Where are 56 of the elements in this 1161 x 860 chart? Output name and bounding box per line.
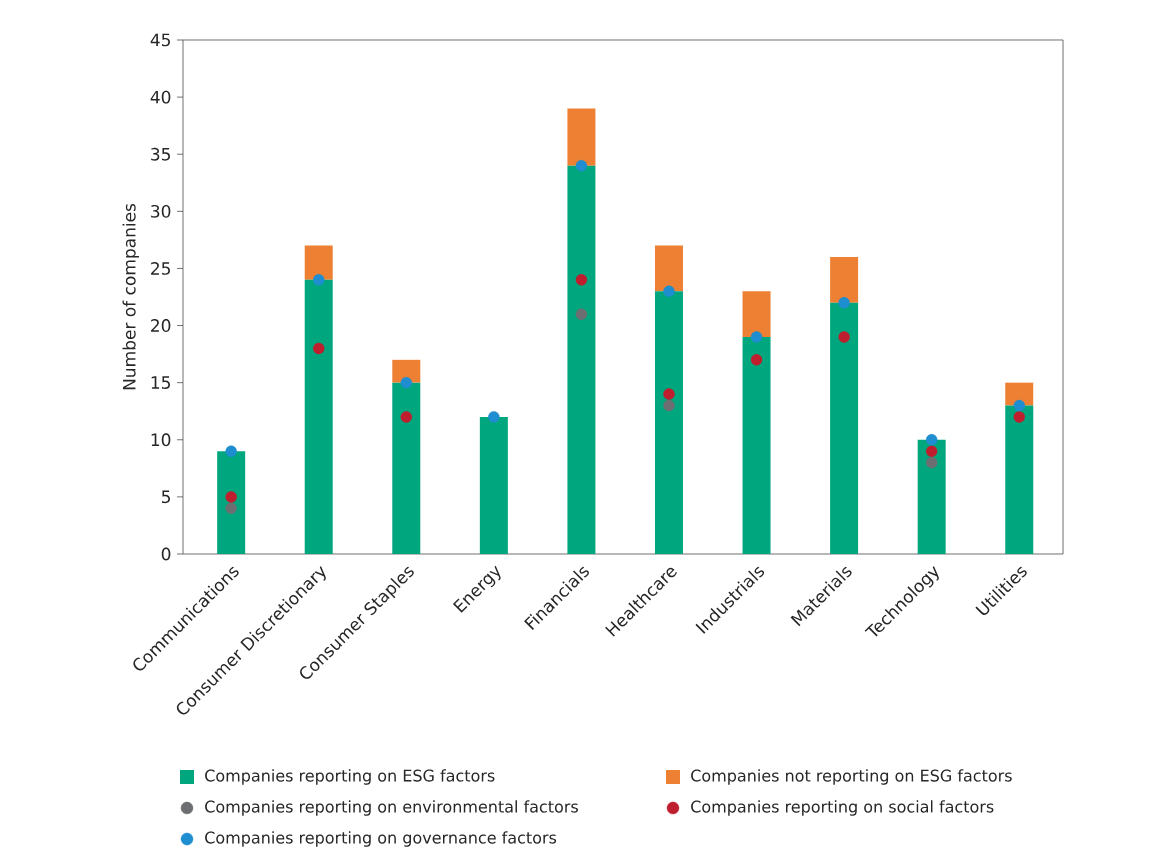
- point: [225, 445, 237, 457]
- y-tick-label: 45: [150, 33, 170, 47]
- point: [488, 411, 500, 423]
- bar: [654, 245, 683, 292]
- point: [838, 297, 850, 309]
- point: [925, 456, 938, 469]
- y-tick-label: 30: [151, 204, 171, 218]
- point: [225, 491, 237, 503]
- point: [925, 434, 938, 446]
- legend-label: Companies not reporting on ESG factors: [691, 769, 1012, 785]
- y-tick-label: 10: [151, 433, 171, 447]
- bar: [1005, 405, 1034, 554]
- bar: [217, 451, 246, 554]
- y-tick-label: 5: [161, 490, 170, 504]
- point: [225, 502, 237, 515]
- point: [313, 274, 325, 286]
- point: [1013, 411, 1025, 423]
- legend-label: Companies reporting on governance factors: [205, 831, 557, 847]
- bar: [1005, 382, 1034, 406]
- point: [400, 376, 412, 389]
- point: [575, 159, 588, 172]
- point: [663, 285, 675, 297]
- y-tick-label: 25: [151, 262, 170, 275]
- bar: [917, 439, 946, 554]
- bar: [654, 291, 683, 554]
- point: [838, 331, 850, 343]
- point: [313, 342, 325, 355]
- point: [750, 331, 763, 343]
- bar: [830, 302, 859, 554]
- point: [400, 411, 412, 423]
- bar: [304, 279, 333, 554]
- legend-label: Companies reporting on environmental factors: [205, 800, 578, 816]
- bar: [567, 165, 596, 554]
- bar: [479, 416, 508, 554]
- point: [925, 445, 938, 457]
- legend-label: Companies reporting on ESG factors: [205, 769, 495, 785]
- y-tick-label: 40: [150, 90, 171, 104]
- y-tick-label: 0: [161, 547, 171, 561]
- bar: [742, 336, 771, 554]
- bar: [304, 245, 333, 280]
- bar: [392, 382, 421, 554]
- bar: [830, 257, 859, 303]
- point: [663, 399, 675, 412]
- y-tick-label: 15: [151, 376, 170, 389]
- y-tick-label: 20: [151, 319, 171, 332]
- legend-label: Companies reporting on social factors: [691, 800, 994, 816]
- point: [575, 308, 588, 320]
- y-tick-label: 35: [151, 147, 170, 161]
- point: [663, 388, 675, 400]
- bar: [392, 359, 421, 383]
- bar: [567, 108, 596, 166]
- point: [1013, 399, 1025, 412]
- point: [750, 354, 763, 366]
- bar: [742, 291, 771, 337]
- y-axis-title: Number of companies: [122, 203, 139, 390]
- point: [575, 274, 588, 286]
